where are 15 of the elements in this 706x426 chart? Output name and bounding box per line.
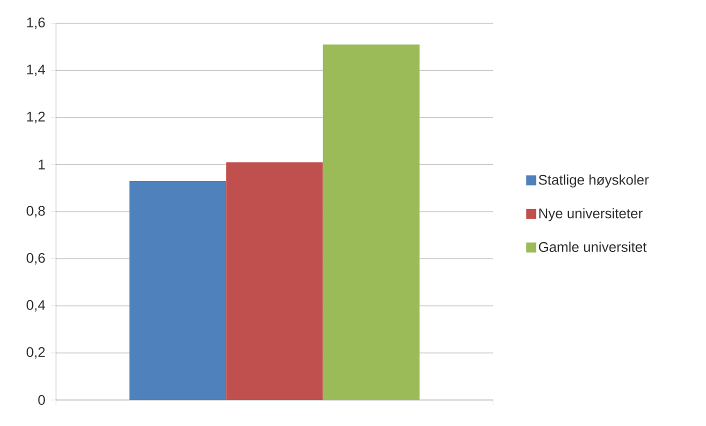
y-tick-label: 0,6 [26,252,45,264]
y-tick-label: 0 [38,395,45,405]
legend-label: Gamle universitet [538,242,647,252]
bar [226,162,323,400]
bar [322,44,420,400]
y-tick-label: 1,6 [27,18,45,30]
y-tick-label: 0,8 [26,206,45,218]
bar [129,181,226,400]
y-tick-label: 1 [38,160,45,170]
y-tick-label: 0,2 [26,347,45,359]
legend-label: Statlige høyskoler [538,174,649,188]
y-tick-label: 1,4 [27,64,46,76]
y-tick-label: 1,2 [27,112,45,124]
y-tick-label: 0,4 [26,300,46,312]
legend-label: Nye universiteter [539,208,643,222]
